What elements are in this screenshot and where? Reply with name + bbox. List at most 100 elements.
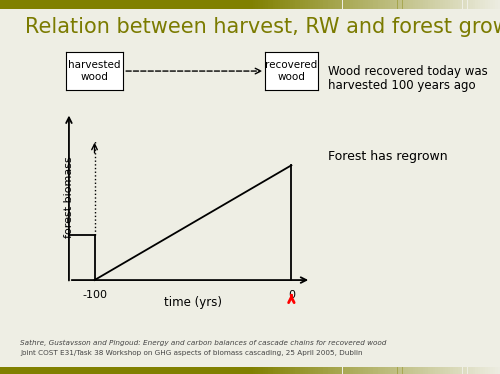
Bar bbox=[438, 0, 440, 9]
Text: Relation between harvest, RW and forest growth: Relation between harvest, RW and forest … bbox=[25, 17, 500, 37]
Bar bbox=[470, 367, 472, 374]
Bar bbox=[265, 0, 268, 9]
Bar bbox=[252, 0, 255, 9]
Bar bbox=[472, 367, 475, 374]
Bar bbox=[448, 367, 450, 374]
Bar bbox=[395, 367, 398, 374]
Bar bbox=[335, 0, 338, 9]
Bar bbox=[482, 0, 485, 9]
Bar bbox=[345, 367, 348, 374]
Bar bbox=[498, 0, 500, 9]
Bar bbox=[280, 367, 282, 374]
Bar bbox=[355, 367, 358, 374]
Bar bbox=[490, 367, 492, 374]
Bar bbox=[268, 0, 270, 9]
Bar bbox=[492, 0, 495, 9]
Bar bbox=[435, 0, 438, 9]
Bar bbox=[262, 0, 265, 9]
Bar bbox=[350, 367, 352, 374]
Bar bbox=[430, 0, 432, 9]
Bar bbox=[418, 367, 420, 374]
Bar bbox=[318, 0, 320, 9]
Bar bbox=[270, 367, 272, 374]
Bar bbox=[488, 0, 490, 9]
Bar bbox=[285, 367, 288, 374]
Bar bbox=[482, 367, 485, 374]
Bar bbox=[315, 367, 318, 374]
Bar bbox=[422, 0, 425, 9]
Bar bbox=[308, 367, 310, 374]
Bar bbox=[378, 367, 380, 374]
Bar bbox=[312, 367, 315, 374]
Bar bbox=[395, 0, 398, 9]
Text: Forest has regrown: Forest has regrown bbox=[328, 150, 447, 163]
Bar bbox=[488, 367, 490, 374]
Bar bbox=[470, 0, 472, 9]
Bar bbox=[342, 0, 345, 9]
Text: -100: -100 bbox=[82, 289, 107, 300]
Bar bbox=[350, 0, 352, 9]
Bar bbox=[410, 0, 412, 9]
Bar bbox=[255, 0, 258, 9]
Bar bbox=[270, 0, 272, 9]
Bar bbox=[335, 367, 338, 374]
Bar bbox=[278, 367, 280, 374]
Bar bbox=[392, 367, 395, 374]
Bar bbox=[282, 367, 285, 374]
Text: Wood recovered today was: Wood recovered today was bbox=[328, 65, 487, 79]
Text: Sathre, Gustavsson and Pingoud: Energy and carbon balances of cascade chains for: Sathre, Gustavsson and Pingoud: Energy a… bbox=[20, 340, 386, 346]
Bar bbox=[285, 0, 288, 9]
Bar bbox=[465, 367, 468, 374]
Bar bbox=[340, 367, 342, 374]
Bar bbox=[388, 0, 390, 9]
Bar bbox=[480, 0, 482, 9]
Bar bbox=[398, 367, 400, 374]
Bar bbox=[375, 0, 378, 9]
Bar bbox=[498, 367, 500, 374]
Bar bbox=[258, 367, 260, 374]
Bar bbox=[305, 367, 308, 374]
Bar bbox=[392, 0, 395, 9]
Bar bbox=[372, 367, 375, 374]
Bar bbox=[300, 367, 302, 374]
Bar bbox=[430, 367, 432, 374]
Bar bbox=[455, 0, 458, 9]
Bar bbox=[442, 367, 445, 374]
Bar bbox=[355, 0, 358, 9]
Bar bbox=[412, 0, 415, 9]
Bar bbox=[415, 0, 418, 9]
Bar bbox=[380, 367, 382, 374]
Bar bbox=[250, 0, 252, 9]
Bar bbox=[438, 367, 440, 374]
Bar bbox=[325, 0, 328, 9]
Bar bbox=[328, 0, 330, 9]
Bar bbox=[338, 367, 340, 374]
Bar bbox=[428, 0, 430, 9]
Bar bbox=[390, 367, 392, 374]
Bar bbox=[425, 367, 428, 374]
Bar bbox=[495, 0, 498, 9]
Bar bbox=[445, 367, 448, 374]
Bar bbox=[368, 0, 370, 9]
Bar bbox=[410, 367, 412, 374]
Bar bbox=[380, 0, 382, 9]
Bar bbox=[408, 367, 410, 374]
Bar bbox=[412, 367, 415, 374]
Bar bbox=[282, 0, 285, 9]
FancyBboxPatch shape bbox=[0, 0, 250, 9]
Bar bbox=[478, 367, 480, 374]
Text: harvested 100 years ago: harvested 100 years ago bbox=[328, 79, 475, 92]
Bar bbox=[420, 0, 422, 9]
Bar bbox=[388, 367, 390, 374]
Bar bbox=[385, 0, 388, 9]
Bar bbox=[418, 0, 420, 9]
Bar bbox=[492, 367, 495, 374]
Bar bbox=[415, 367, 418, 374]
FancyBboxPatch shape bbox=[0, 367, 250, 374]
Bar bbox=[370, 367, 372, 374]
Bar bbox=[352, 367, 355, 374]
Bar bbox=[322, 0, 325, 9]
Bar bbox=[345, 0, 348, 9]
Bar bbox=[422, 367, 425, 374]
Bar bbox=[440, 367, 442, 374]
